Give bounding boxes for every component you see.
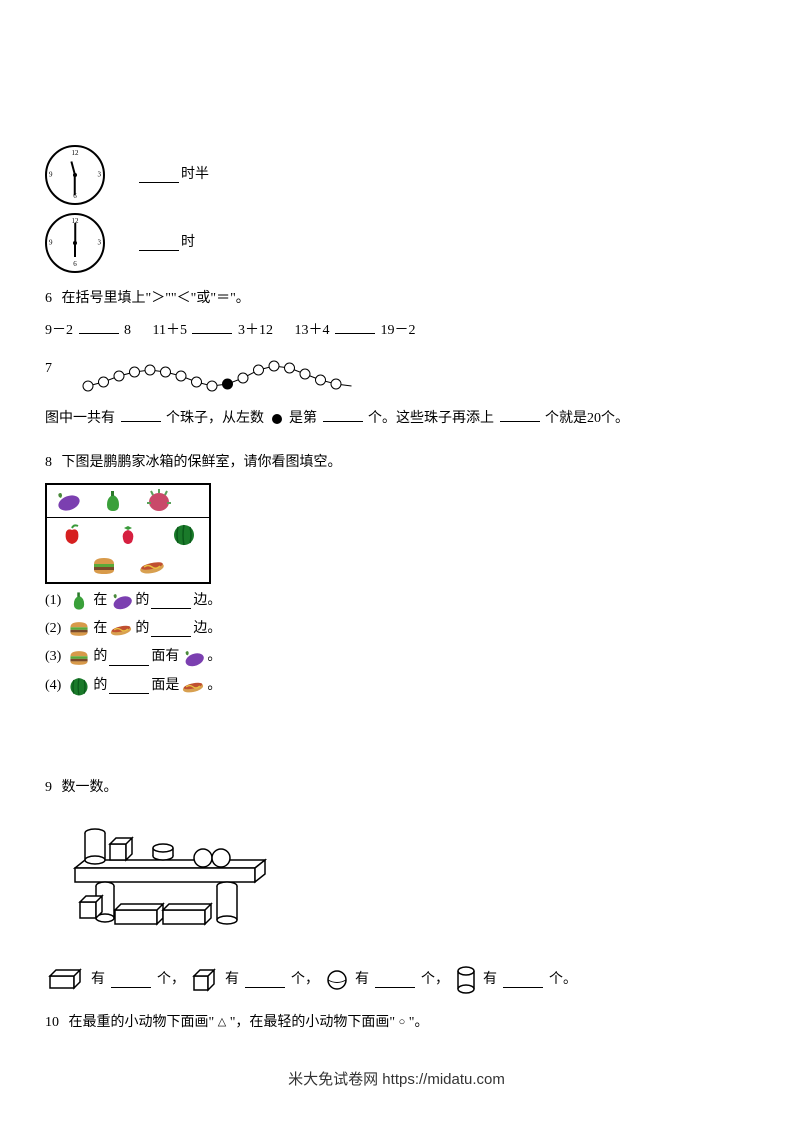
clock2-minute-hand <box>74 223 76 243</box>
q7-sentence: 图中一共有 个珠子，从左数 是第 个。这些珠子再添上 个就是20个。 <box>45 406 748 430</box>
q9-blank-2[interactable] <box>245 972 285 988</box>
q7-blank-3[interactable] <box>500 406 540 422</box>
q8-blank-1[interactable] <box>151 593 191 609</box>
q9-blank-4[interactable] <box>503 972 543 988</box>
q8-sub1: (1) 在 的 边。 <box>45 590 748 612</box>
clock-2: 123 69 <box>45 213 105 273</box>
q8-blank-3[interactable] <box>109 650 149 666</box>
strawberry-icon <box>114 522 142 546</box>
clock1-minute-hand <box>74 175 76 195</box>
clock2-suffix: 时 <box>181 232 195 254</box>
question-6: 6 在括号里填上"＞""＜"或"＝"。 <box>45 288 748 310</box>
q9-blank-3[interactable] <box>375 972 415 988</box>
q6-expressions: 9－2 8 11＋5 3＋12 13＋4 19－2 <box>45 318 748 342</box>
q6-expr-3: 13＋4 19－2 <box>294 318 415 342</box>
filled-bead-icon <box>272 414 282 424</box>
pepper-icon <box>67 590 91 612</box>
watermelon-icon <box>67 675 91 697</box>
question-9: 9 数一数。 <box>45 777 748 799</box>
hotdog-icon <box>138 554 166 578</box>
q6-expr-2: 11＋5 3＋12 <box>153 318 273 342</box>
eggplant-icon <box>53 489 81 513</box>
question-7: 7 <box>45 358 748 398</box>
blocks-diagram-icon <box>55 818 285 938</box>
q8-sub2: (2) 在 的 边。 <box>45 618 748 640</box>
q8-text: 下图是鹏鹏家冰箱的保鲜室，请你看图填空。 <box>62 455 342 470</box>
q6-num: 6 <box>45 291 52 306</box>
cuboid-icon <box>48 968 84 992</box>
eggplant-icon <box>181 647 205 669</box>
q6-blank-2[interactable] <box>192 318 232 334</box>
clock-row-2: 123 69 时 <box>45 213 748 273</box>
eggplant-icon <box>109 590 133 612</box>
q8-sub4: (4) 的 面是 。 <box>45 675 748 697</box>
q6-expr-1: 9－2 8 <box>45 318 131 342</box>
q9-blank-1[interactable] <box>111 972 151 988</box>
q8-num: 8 <box>45 455 52 470</box>
apple-icon <box>58 522 86 546</box>
watermelon-icon <box>170 522 198 546</box>
q7-blank-1[interactable] <box>121 406 161 422</box>
fridge-row-1 <box>47 485 209 518</box>
question-8: 8 下图是鹏鹏家冰箱的保鲜室，请你看图填空。 <box>45 452 748 474</box>
clock1-hour-hand <box>70 161 76 175</box>
q10-num: 10 <box>45 1015 59 1030</box>
clock1-blank[interactable] <box>139 167 179 183</box>
pepper-icon <box>99 489 127 513</box>
q9-num: 9 <box>45 780 52 795</box>
cube-icon <box>192 968 218 992</box>
q9-answer-row: 有个， 有个， 有个， 有个。 <box>45 966 748 994</box>
triangle-icon: △ <box>218 1014 226 1032</box>
dragonfruit-icon <box>145 489 173 513</box>
clock-row-1: 123 69 时半 <box>45 145 748 205</box>
clock2-hour-hand <box>74 243 76 257</box>
fridge-row-2 <box>47 518 209 550</box>
q8-blank-2[interactable] <box>151 621 191 637</box>
fridge-row-3 <box>47 550 209 582</box>
footer-text: 米大免试卷网 https://midatu.com <box>288 1068 505 1092</box>
fridge-box <box>45 483 211 584</box>
q6-blank-1[interactable] <box>79 318 119 334</box>
burger-icon <box>67 647 91 669</box>
clock-1: 123 69 <box>45 145 105 205</box>
clock2-blank[interactable] <box>139 235 179 251</box>
burger-icon <box>90 554 118 578</box>
q6-text: 在括号里填上"＞""＜"或"＝"。 <box>62 291 250 306</box>
q6-blank-3[interactable] <box>335 318 375 334</box>
q8-sub3: (3) 的 面有 。 <box>45 646 748 668</box>
hotdog-icon <box>109 618 133 640</box>
clock1-suffix: 时半 <box>181 164 209 186</box>
q7-blank-2[interactable] <box>323 406 363 422</box>
q9-text: 数一数。 <box>62 780 118 795</box>
sphere-icon <box>326 969 348 991</box>
q8-blank-4[interactable] <box>109 678 149 694</box>
q7-num: 7 <box>45 358 52 380</box>
cylinder-icon <box>456 966 476 994</box>
hotdog-icon <box>181 675 205 697</box>
question-10: 10 在最重的小动物下面画" △ "，在最轻的小动物下面画" ○ "。 <box>45 1012 748 1034</box>
circle-icon: ○ <box>399 1014 406 1032</box>
burger-icon <box>67 618 91 640</box>
beads-icon <box>76 358 356 398</box>
